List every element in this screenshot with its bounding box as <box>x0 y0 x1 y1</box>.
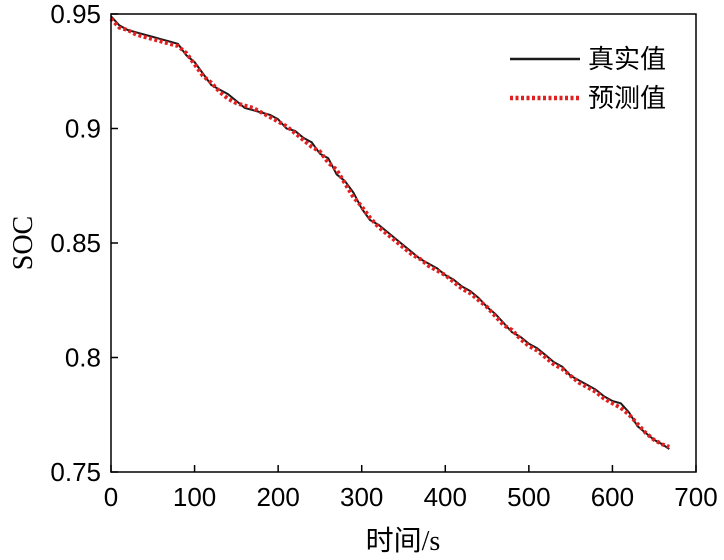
x-axis-ticks: 0 100 200 300 400 500 600 700 <box>104 465 718 512</box>
plot-lines <box>109 15 670 450</box>
plot-frame <box>110 13 697 473</box>
x-tick-label: 700 <box>674 482 717 512</box>
y-tick-label: 0.85 <box>50 228 101 258</box>
x-tick-label: 600 <box>591 482 634 512</box>
y-axis-label: SOC <box>8 216 39 270</box>
x-tick-label: 100 <box>173 482 216 512</box>
y-tick-label: 0.95 <box>50 0 101 29</box>
legend-label-predicted: 预测值 <box>588 84 666 114</box>
y-tick-label: 0.8 <box>65 343 101 373</box>
x-tick-label: 0 <box>104 482 118 512</box>
x-tick-label: 400 <box>424 482 467 512</box>
legend: 真实值 预测值 <box>510 45 666 114</box>
legend-label-real: 真实值 <box>588 45 666 75</box>
y-axis-ticks: 0.75 0.8 0.85 0.9 0.95 <box>50 0 118 487</box>
x-tick-label: 200 <box>256 482 299 512</box>
y-tick-label: 0.9 <box>65 114 101 144</box>
x-axis-label: 时间/s <box>366 525 441 557</box>
y-tick-label: 0.75 <box>50 457 101 487</box>
series-line-1 <box>109 17 670 449</box>
x-tick-label: 500 <box>507 482 550 512</box>
x-tick-label: 300 <box>340 482 383 512</box>
